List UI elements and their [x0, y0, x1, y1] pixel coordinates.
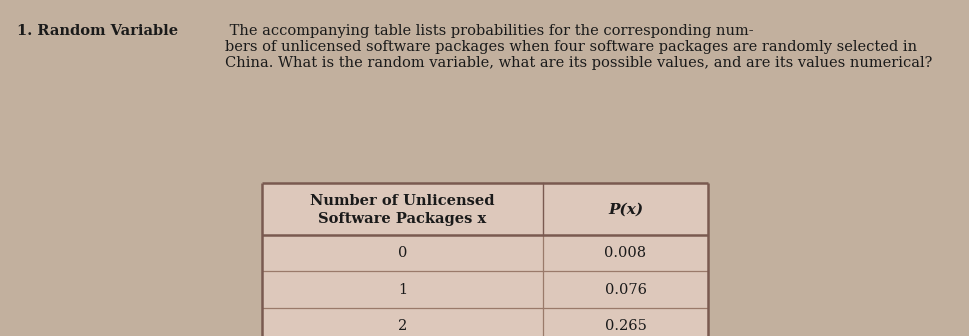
Text: 2: 2 — [397, 319, 407, 333]
Text: 1. Random Variable: 1. Random Variable — [17, 24, 178, 38]
Text: 0.076: 0.076 — [604, 283, 646, 297]
FancyBboxPatch shape — [262, 183, 707, 336]
Text: 0: 0 — [397, 246, 407, 260]
Text: Software Packages x: Software Packages x — [318, 212, 486, 226]
Text: The accompanying table lists probabilities for the corresponding num-
bers of un: The accompanying table lists probabiliti… — [225, 24, 932, 70]
Text: P(x): P(x) — [608, 202, 642, 216]
Text: 0.265: 0.265 — [604, 319, 645, 333]
Text: 0.008: 0.008 — [604, 246, 646, 260]
Text: 1: 1 — [397, 283, 407, 297]
Text: Number of Unlicensed: Number of Unlicensed — [310, 194, 494, 208]
